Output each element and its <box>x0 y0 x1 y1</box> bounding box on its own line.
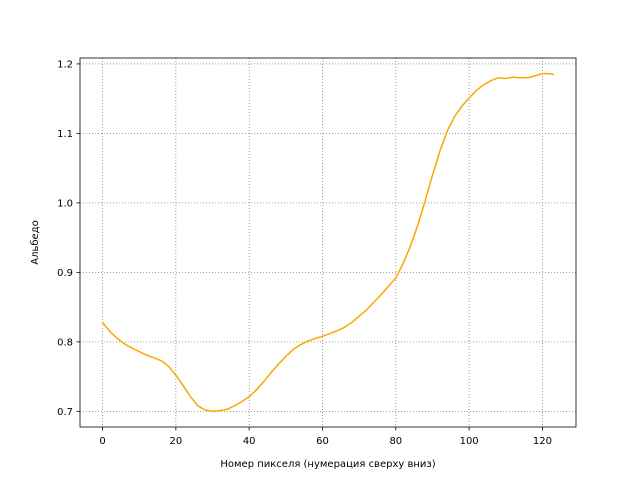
y-tick-label: 0.9 <box>57 268 73 279</box>
x-tick-label: 120 <box>533 436 552 447</box>
x-tick-label: 80 <box>389 436 402 447</box>
y-tick-label: 0.8 <box>57 337 73 348</box>
y-tick-label: 1.1 <box>57 129 73 140</box>
series-layer <box>101 72 555 413</box>
x-axis: 0 20 40 60 80 100 120 <box>99 427 552 447</box>
x-tick-label: 40 <box>243 436 256 447</box>
plot-frame <box>79 57 577 428</box>
x-tick-label: 100 <box>460 436 479 447</box>
x-axis-label: Номер пикселя (нумерация сверху вниз) <box>220 459 435 470</box>
x-tick-label: 0 <box>99 436 105 447</box>
y-tick-label: 0.7 <box>57 407 73 418</box>
y-axis-label: Альбедо <box>30 220 41 264</box>
albedo-series-line <box>101 72 555 413</box>
x-tick-label: 20 <box>169 436 182 447</box>
x-tick-label: 60 <box>316 436 329 447</box>
y-tick-label: 1.2 <box>57 59 73 70</box>
y-axis: 0.7 0.8 0.9 1.0 1.1 1.2 <box>57 59 80 418</box>
plot-area <box>80 58 576 427</box>
y-tick-label: 1.0 <box>57 198 73 209</box>
